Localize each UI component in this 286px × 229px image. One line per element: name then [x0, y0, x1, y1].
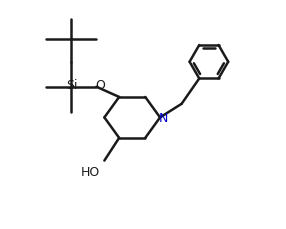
Text: O: O — [95, 79, 105, 92]
Text: N: N — [159, 112, 168, 124]
Text: HO: HO — [81, 166, 100, 179]
Text: Si: Si — [66, 79, 77, 92]
